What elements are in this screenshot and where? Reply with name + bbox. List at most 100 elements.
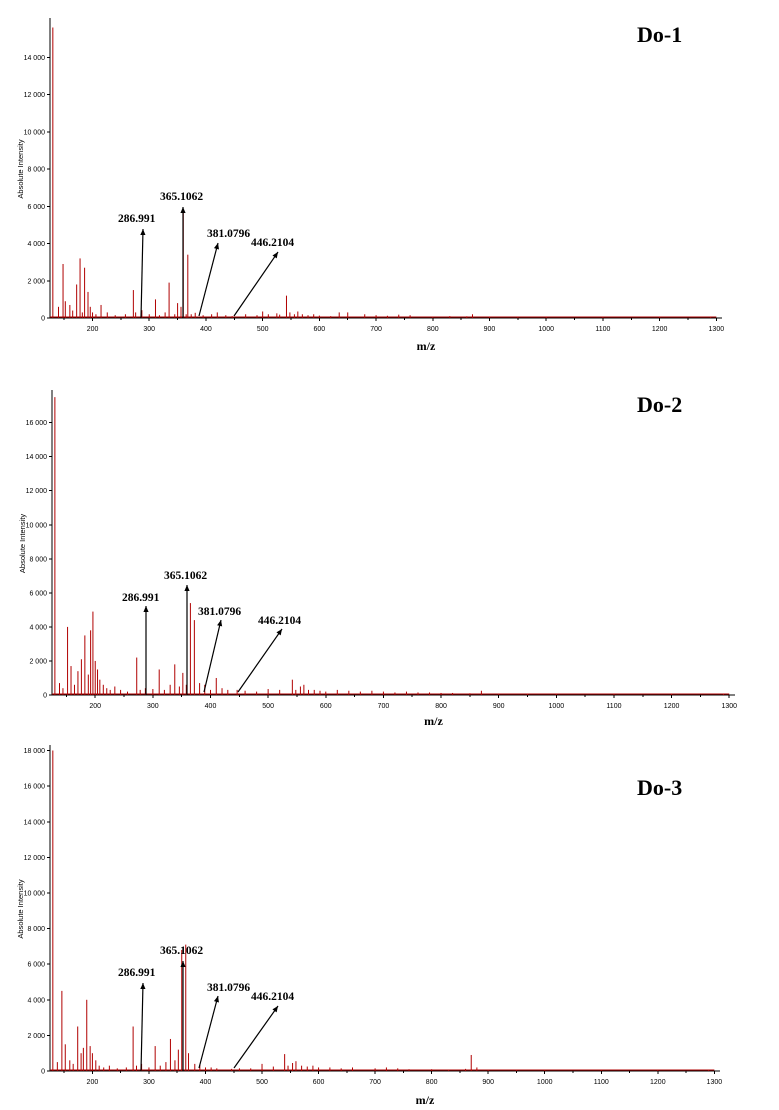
annotation-arrowhead	[143, 606, 149, 612]
x-tick-label: 500	[256, 1079, 268, 1086]
spectrum-chart-do-2: 0 2 000 4 000 6 000 8 000 10 000 12 000 14 000 1…	[18, 390, 737, 728]
x-tick-label: 300	[147, 703, 159, 710]
x-tick-label: 200	[87, 326, 99, 333]
x-tick-label: 800	[426, 1079, 438, 1086]
chart-title: Do-3	[637, 775, 682, 800]
y-tick-label: 0	[41, 1069, 45, 1076]
y-tick-label: 2 000	[29, 658, 47, 665]
x-tick-label: 500	[262, 703, 274, 710]
y-tick-label: 10 000	[26, 522, 48, 529]
x-tick-label: 700	[369, 1079, 381, 1086]
y-tick-label: 14 000	[24, 819, 46, 826]
x-tick-label: 1100	[594, 1079, 609, 1086]
y-tick-label: 10 000	[24, 890, 46, 897]
y-tick-label: 12 000	[26, 488, 48, 495]
x-tick-label: 800	[435, 703, 447, 710]
y-tick-label: 8 000	[27, 167, 45, 174]
y-tick-label: 10 000	[24, 129, 46, 136]
x-tick-label: 300	[143, 326, 155, 333]
y-tick-label: 6 000	[29, 590, 47, 597]
annotation-label: 286.991	[118, 213, 156, 225]
x-tick-label: 200	[87, 1079, 99, 1086]
annotation-label: 446.2104	[258, 615, 301, 627]
annotation-arrowhead	[213, 996, 219, 1003]
chart-title: Do-2	[637, 392, 682, 417]
y-tick-label: 8 000	[27, 926, 45, 933]
annotation-arrow	[140, 982, 144, 1072]
annotation-label: 381.0796	[198, 606, 241, 618]
x-tick-label: 1100	[606, 703, 621, 710]
y-tick-label: 6 000	[27, 962, 45, 969]
x-tick-label: 400	[200, 326, 212, 333]
annotation-arrowhead	[184, 585, 190, 591]
x-tick-label: 600	[313, 1079, 325, 1086]
y-tick-label: 18 000	[24, 748, 46, 755]
annotation-label: 365.1062	[160, 945, 203, 957]
x-tick-label: 200	[89, 703, 101, 710]
annotation-arrowhead	[140, 983, 146, 990]
annotation-arrow	[198, 242, 219, 317]
x-tick-label: 700	[378, 703, 390, 710]
annotation-arrow	[237, 628, 283, 693]
annotation-arrow	[198, 995, 219, 1069]
annotation-label: 286.991	[122, 592, 160, 604]
x-tick-label: 1200	[652, 326, 668, 333]
x-tick-label: 300	[143, 1079, 155, 1086]
annotation-arrowhead	[180, 207, 186, 213]
y-tick-label: 4 000	[29, 624, 47, 631]
x-axis-label: m/z	[424, 714, 443, 728]
y-tick-label: 4 000	[27, 997, 45, 1004]
y-tick-label: 2 000	[27, 278, 45, 285]
x-tick-label: 800	[427, 326, 439, 333]
spectrum-chart-do-1: 0 2 000 4 000 6 000 8 000 10 000 12 000 14 000 2…	[16, 18, 725, 353]
annotation-arrow	[233, 251, 279, 317]
y-axis-label: Absolute Intensity	[16, 879, 25, 938]
spectrum-chart-do-3: 0 2 000 4 000 6 000 8 000 10 000 12 000 14 000 1…	[16, 745, 723, 1107]
x-axis-label: m/z	[416, 1093, 435, 1107]
annotation-arrow	[233, 1005, 279, 1069]
annotation-arrow	[140, 228, 144, 319]
spectrum-panel-do-2: 0 2 000 4 000 6 000 8 000 10 000 12 000 14 000 1…	[0, 370, 779, 735]
y-tick-label: 14 000	[26, 454, 48, 461]
annotation-label: 446.2104	[251, 237, 294, 249]
x-tick-label: 1300	[707, 1079, 723, 1086]
x-axis-label: m/z	[417, 339, 436, 353]
annotation-arrowhead	[272, 252, 278, 259]
annotation-arrowhead	[140, 229, 146, 236]
x-tick-label: 1300	[709, 326, 725, 333]
y-tick-label: 0	[43, 693, 47, 700]
x-tick-label: 1100	[595, 326, 610, 333]
annotation-arrowhead	[272, 1006, 278, 1013]
y-tick-label: 2 000	[27, 1033, 45, 1040]
annotation-arrowhead	[217, 620, 223, 627]
y-tick-label: 8 000	[29, 556, 47, 563]
x-tick-label: 900	[493, 703, 505, 710]
annotation-arrow	[203, 619, 222, 693]
y-tick-label: 16 000	[26, 420, 48, 427]
x-tick-label: 600	[320, 703, 332, 710]
annotation-label: 446.2104	[251, 991, 294, 1003]
x-tick-label: 400	[205, 703, 217, 710]
x-tick-label: 1000	[538, 326, 554, 333]
x-tick-label: 1000	[537, 1079, 553, 1086]
y-axis-label: Absolute Intensity	[18, 514, 27, 573]
annotation-label: 365.1062	[160, 191, 203, 203]
x-tick-label: 900	[482, 1079, 494, 1086]
x-tick-label: 600	[314, 326, 326, 333]
annotation-arrowhead	[213, 243, 220, 250]
x-tick-label: 1200	[664, 703, 680, 710]
y-tick-label: 0	[41, 316, 45, 323]
x-tick-label: 1000	[549, 703, 565, 710]
x-tick-label: 900	[484, 326, 496, 333]
y-tick-label: 4 000	[27, 241, 45, 248]
chart-title: Do-1	[637, 22, 682, 47]
y-axis-label: Absolute Intensity	[16, 139, 25, 198]
x-tick-label: 400	[200, 1079, 212, 1086]
annotation-label: 286.991	[118, 967, 156, 979]
y-tick-label: 14 000	[24, 55, 46, 62]
annotation-label: 365.1062	[164, 570, 207, 582]
x-tick-label: 700	[370, 326, 382, 333]
spectrum-panel-do-1: 0 2 000 4 000 6 000 8 000 10 000 12 000 14 000 2…	[0, 0, 779, 360]
annotation-arrowhead	[180, 961, 186, 967]
spectrum-panel-do-3: 0 2 000 4 000 6 000 8 000 10 000 12 000 14 000 1…	[0, 745, 779, 1110]
